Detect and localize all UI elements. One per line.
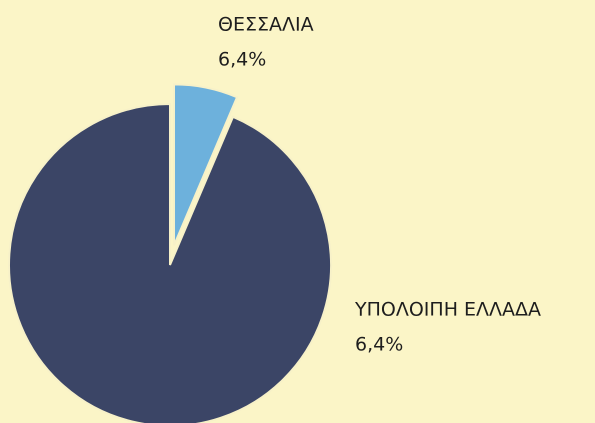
slice-label: ΘΕΣΣΑΛΙΑ — [218, 14, 314, 36]
pie-slice — [172, 83, 239, 246]
slice-percent: 6,4% — [218, 49, 266, 71]
pie-slice — [8, 102, 332, 423]
slice-label: ΥΠΟΛΟΙΠΗ ΕΛΛΑΔΑ — [354, 299, 541, 321]
slice-percent: 6,4% — [355, 334, 403, 356]
